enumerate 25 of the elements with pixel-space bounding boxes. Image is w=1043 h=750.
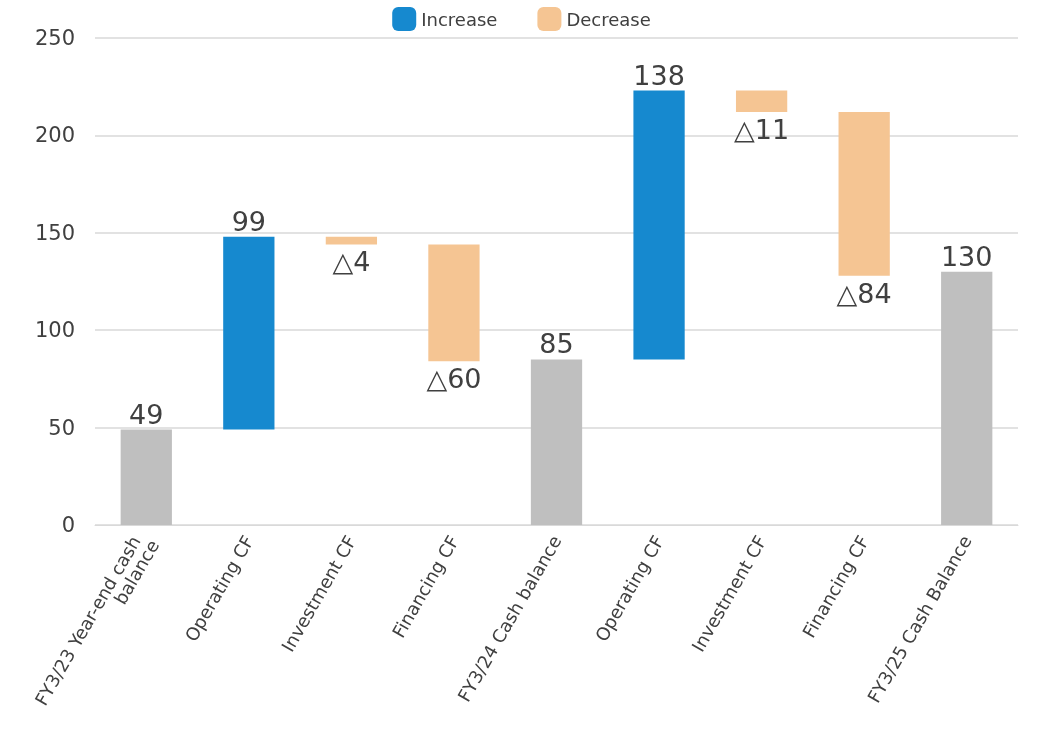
data-label: △60 bbox=[426, 363, 482, 395]
legend-label: Increase bbox=[421, 8, 498, 30]
data-label: 138 bbox=[633, 59, 685, 91]
data-label: 99 bbox=[231, 205, 267, 237]
bar bbox=[941, 271, 993, 525]
bar bbox=[428, 244, 480, 362]
y-tick-label: 100 bbox=[34, 318, 75, 343]
data-label: 85 bbox=[539, 328, 574, 360]
y-tick-label: 250 bbox=[34, 26, 75, 50]
bar bbox=[838, 112, 890, 276]
data-label: △4 bbox=[332, 246, 371, 278]
data-label: △84 bbox=[836, 277, 892, 309]
data-label: △11 bbox=[734, 114, 790, 146]
bar bbox=[120, 429, 172, 525]
bar bbox=[530, 359, 583, 525]
y-tick-label: 200 bbox=[34, 123, 75, 148]
data-label: 130 bbox=[940, 240, 993, 272]
y-tick-label: 50 bbox=[48, 415, 75, 440]
bar bbox=[735, 90, 788, 113]
bar bbox=[223, 236, 275, 430]
y-tick-label: 150 bbox=[34, 220, 75, 245]
data-label: 49 bbox=[129, 398, 164, 430]
y-tick-label: 0 bbox=[61, 513, 75, 537]
bar bbox=[633, 90, 685, 360]
legend-label: Decrease bbox=[566, 8, 651, 30]
